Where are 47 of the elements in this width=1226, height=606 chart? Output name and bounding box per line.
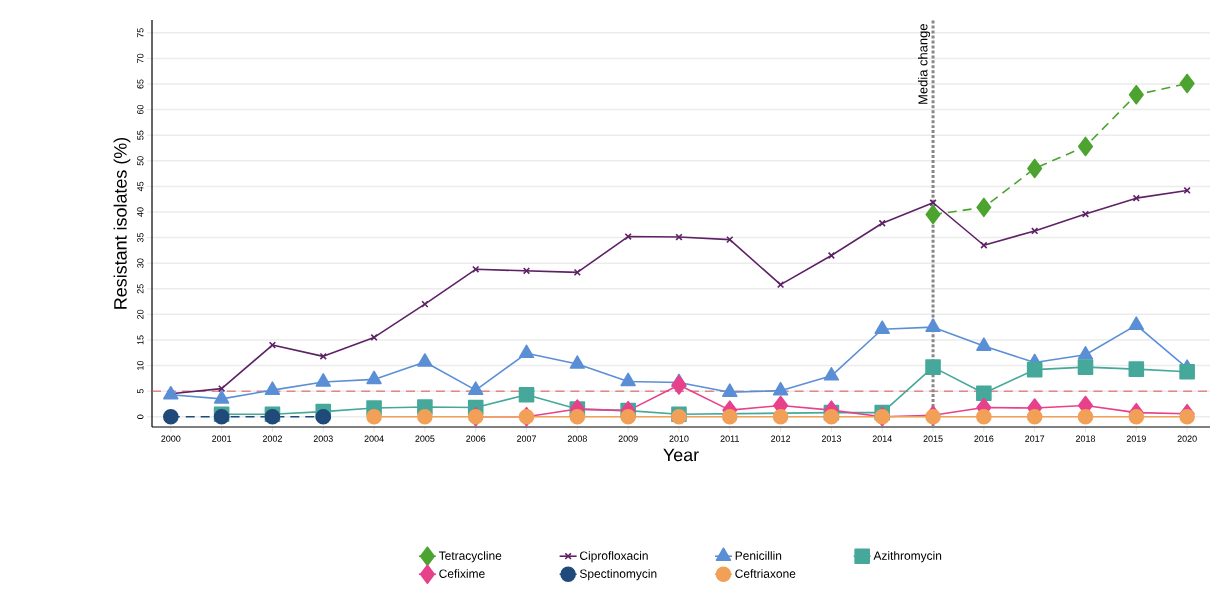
legend-label: Cefixime (439, 569, 485, 578)
legend-label: Azithromycin (873, 551, 942, 563)
x-tick-label: 2010 (669, 435, 689, 442)
y-axis-title: Resistant isolates (%) (113, 137, 131, 309)
x-tick-label: 2007 (517, 435, 537, 442)
x-tick-label: 2004 (364, 435, 384, 442)
x-tick-label: 2019 (1126, 435, 1146, 442)
legend-label: Tetracycline (438, 551, 502, 563)
legend-label: Spectinomycin (579, 569, 657, 581)
x-tick-label: 2012 (771, 435, 791, 442)
y-tick-label: 60 (137, 104, 144, 115)
y-tick-label: 75 (137, 28, 144, 38)
ref-line-label: Media change (918, 24, 931, 104)
legend-label: Ceftriaxone (735, 569, 796, 578)
x-tick-label: 2018 (1075, 435, 1096, 442)
y-tick-label: 40 (137, 207, 144, 217)
y-tick-label: 5 (137, 389, 144, 394)
x-tick-label: 2016 (974, 435, 994, 442)
x-tick-label: 2013 (821, 435, 841, 442)
y-tick-label: 10 (137, 360, 144, 370)
y-tick-label: 35 (137, 232, 144, 243)
x-tick-label: 2009 (618, 435, 638, 442)
y-tick-label: 0 (137, 414, 144, 419)
y-tick-label: 30 (137, 258, 144, 268)
y-tick-label: 65 (137, 79, 144, 89)
y-tick-label: 20 (137, 309, 144, 319)
legend-label: Penicillin (735, 551, 782, 560)
x-tick-label: 2017 (1025, 435, 1045, 442)
x-tick-label: 2005 (415, 435, 435, 442)
y-tick-label: 50 (137, 156, 144, 166)
x-tick-label: 2011 (720, 435, 739, 442)
x-tick-label: 2008 (567, 435, 587, 442)
y-tick-label: 25 (137, 284, 144, 294)
y-tick-label: 15 (137, 335, 144, 345)
y-tick-label: 45 (137, 181, 144, 192)
x-tick-label: 2000 (161, 435, 181, 442)
legend-label: Ciprofloxacin (580, 551, 648, 563)
x-tick-label: 2015 (923, 435, 943, 442)
x-tick-label: 2001 (212, 435, 232, 442)
x-tick-label: 2020 (1177, 435, 1197, 442)
x-tick-label: 2014 (872, 435, 892, 442)
x-tick-label: 2002 (262, 435, 282, 442)
x-tick-label: 2006 (466, 435, 486, 442)
y-tick-label: 55 (137, 130, 144, 140)
x-tick-label: 2003 (313, 435, 333, 442)
y-tick-label: 70 (137, 53, 144, 63)
x-axis-title: Year (663, 448, 699, 462)
